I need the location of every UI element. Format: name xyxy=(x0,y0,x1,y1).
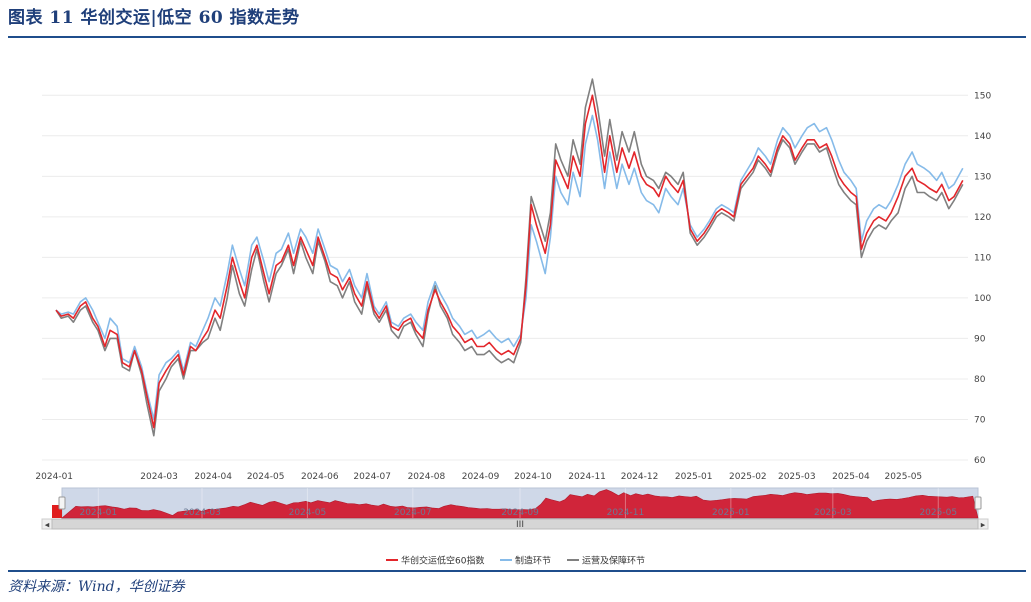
x-tick-label: 2024-01 xyxy=(35,472,73,482)
y-tick-label: 110 xyxy=(974,253,991,263)
x-tick-label: 2024-04 xyxy=(194,472,232,482)
navigator-tick-label: 2024-03 xyxy=(183,508,221,518)
bottom-rule xyxy=(8,570,1026,572)
navigator-tick-label: 2025-03 xyxy=(814,508,852,518)
scroll-left-arrow[interactable]: ◂ xyxy=(45,521,50,531)
x-tick-label: 2024-08 xyxy=(408,472,446,482)
figure-title: 图表 11 华创交运|低空 60 指数走势 xyxy=(8,8,300,28)
y-tick-label: 140 xyxy=(974,132,991,142)
y-tick-label: 130 xyxy=(974,172,991,182)
x-tick-label: 2025-05 xyxy=(885,472,923,482)
legend-label-0: 华创交运低空60指数 xyxy=(401,555,484,567)
navigator-left-handle[interactable] xyxy=(58,496,66,510)
navigator-tick-label: 2024-09 xyxy=(501,508,539,518)
x-tick-label: 2024-09 xyxy=(462,472,500,482)
navigator-tick-label: 2024-05 xyxy=(289,508,327,518)
legend: 华创交运低空60指数 制造环节 运营及保障环节 xyxy=(386,555,645,567)
scrollbar-thumb[interactable] xyxy=(51,518,979,530)
x-tick-label: 2025-02 xyxy=(729,472,767,482)
navigator-tick-label: 2025-01 xyxy=(712,508,750,518)
x-tick-label: 2024-05 xyxy=(247,472,285,482)
source-note: 资料来源：Wind，华创证券 xyxy=(8,579,185,595)
navigator-tick-label: 2025-05 xyxy=(919,508,957,518)
y-tick-label: 100 xyxy=(974,294,991,304)
y-tick-label: 120 xyxy=(974,213,991,223)
x-tick-label: 2024-07 xyxy=(353,472,391,482)
x-tick-label: 2025-03 xyxy=(778,472,816,482)
x-tick-label: 2024-06 xyxy=(301,472,339,482)
scroll-right-arrow[interactable]: ▸ xyxy=(981,521,986,531)
y-tick-label: 80 xyxy=(974,375,986,385)
y-tick-label: 70 xyxy=(974,415,986,425)
x-tick-label: 2025-04 xyxy=(832,472,870,482)
x-tick-label: 2024-03 xyxy=(140,472,178,482)
grid-lines xyxy=(42,94,968,461)
series-line-1 xyxy=(55,114,964,421)
series-line-0 xyxy=(55,94,964,429)
legend-label-2: 运营及保障环节 xyxy=(582,555,645,567)
x-tick-label: 2024-12 xyxy=(621,472,659,482)
navigator-tick-label: 2024-11 xyxy=(607,508,645,518)
y-axis-labels: 60 70 80 90 100 110 120 130 140 150 xyxy=(974,91,991,466)
range-navigator[interactable]: 2024-01 2024-03 2024-05 2024-07 2024-09 2024-… xyxy=(41,487,989,531)
navigator-tick-label: 2024-07 xyxy=(394,508,432,518)
series-line-2 xyxy=(55,78,964,437)
navigator-tick-label: 2024-01 xyxy=(79,508,117,518)
navigator-area xyxy=(61,489,979,519)
x-axis-labels: 2024-01 2024-03 2024-04 2024-05 2024-06 2024-… xyxy=(35,472,922,482)
navigator-start-marker xyxy=(52,505,62,518)
y-tick-label: 60 xyxy=(974,456,986,466)
scrollbar-grip: III xyxy=(516,520,524,530)
x-tick-label: 2024-11 xyxy=(568,472,606,482)
y-tick-label: 90 xyxy=(974,334,986,344)
series-lines xyxy=(55,78,964,437)
legend-label-1: 制造环节 xyxy=(515,555,551,567)
x-tick-label: 2024-10 xyxy=(514,472,552,482)
top-rule xyxy=(8,36,1026,38)
x-tick-label: 2025-01 xyxy=(675,472,713,482)
y-tick-label: 150 xyxy=(974,91,991,101)
navigator-right-handle[interactable] xyxy=(974,496,982,510)
